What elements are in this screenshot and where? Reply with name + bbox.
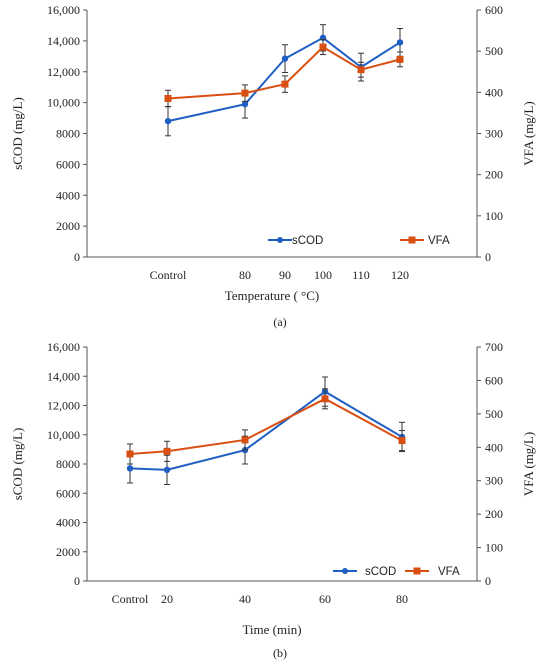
panel-caption: (a) [273,315,286,329]
left-tick-label: 12,000 [47,65,80,79]
left-tick-label: 8000 [56,127,80,141]
data-point [321,395,329,403]
x-tick-label: 20 [161,592,173,606]
x-tick-label: 80 [239,268,251,282]
data-point [164,95,172,103]
data-point [396,55,404,63]
left-tick-label: 12,000 [47,399,80,413]
x-tick-label: Control [150,268,187,282]
left-tick-label: 4000 [56,516,80,530]
left-tick-label: 14,000 [47,34,80,48]
panel-caption: (b) [273,646,287,660]
data-point [126,465,134,472]
right-tick-label: 500 [485,407,503,421]
legend-label-scod: sCOD [365,566,396,578]
left-tick-label: 10,000 [47,428,80,442]
legend-marker-scod [342,568,348,574]
left-tick-label: 6000 [56,157,80,171]
left-tick-label: 16,000 [47,340,80,354]
x-tick-label: 100 [314,268,332,282]
legend-label-scod: sCOD [292,235,323,247]
x-tick-label: 60 [319,592,331,606]
left-tick-label: 8000 [56,457,80,471]
data-point [241,89,249,97]
right-tick-label: 0 [485,250,491,264]
x-tick-label: 80 [396,592,408,606]
legend-marker-vfa [413,567,421,575]
right-tick-label: 600 [485,3,503,17]
left-tick-label: 2000 [56,545,80,559]
data-point [241,436,249,444]
right-tick-label: 300 [485,127,503,141]
x-axis-title: Time (min) [242,622,301,637]
series-vfa [164,39,404,108]
series-line [167,36,401,123]
data-point [163,447,171,455]
left-tick-label: 2000 [56,219,80,233]
legend-label-vfa: VFA [428,235,450,247]
data-point [281,55,289,62]
x-axis-title: Temperature ( °C) [225,288,320,303]
right-tick-label: 200 [485,507,503,521]
left-tick-label: 6000 [56,486,80,500]
x-tick-label: 110 [352,268,370,282]
chart-panel-2: 0200040006000800010,00012,00014,00016,00… [10,340,536,660]
x-tick-label: 90 [279,268,291,282]
right-tick-label: 200 [485,168,503,182]
x-tick-label: 120 [391,268,409,282]
series-line [129,390,403,471]
right-tick-label: 400 [485,440,503,454]
data-point [163,466,171,474]
right-tick-label: 400 [485,85,503,99]
right-tick-label: 0 [485,574,491,588]
left-axis-title: sCOD (mg/L) [10,428,25,501]
series-vfa [126,388,406,465]
x-tick-label: Control [112,592,149,606]
data-point [396,39,404,46]
right-tick-label: 100 [485,209,503,223]
right-tick-label: 600 [485,373,503,387]
right-tick-label: 500 [485,44,503,58]
chart-panel-1: 0200040006000800010,00012,00014,00016,00… [10,3,536,329]
right-tick-label: 300 [485,474,503,488]
left-tick-label: 0 [74,574,80,588]
legend: sCOD VFA [268,235,450,247]
x-tick-label: 40 [239,592,251,606]
left-tick-label: 14,000 [47,369,80,383]
left-tick-label: 16,000 [47,3,80,17]
series-scod [126,376,406,485]
right-tick-label: 700 [485,340,503,354]
right-tick-label: 100 [485,541,503,555]
right-axis-title: VFA (mg/L) [521,101,536,165]
data-point [357,66,365,74]
series-line [129,397,403,455]
data-point [281,80,289,88]
data-point [126,450,134,458]
data-point [241,100,249,108]
left-tick-label: 0 [74,250,80,264]
data-point [319,43,327,51]
data-point [164,117,172,125]
data-point [398,437,406,445]
legend-marker-scod [277,237,283,243]
legend-label-vfa: VFA [438,566,460,578]
left-tick-label: 10,000 [47,96,80,110]
left-axis-title: sCOD (mg/L) [10,97,25,170]
series-line [167,45,401,100]
right-axis-title: VFA (mg/L) [521,432,536,496]
legend-marker-vfa [408,236,416,244]
series-scod [164,24,404,137]
legend: sCOD VFA [333,566,460,578]
left-tick-label: 4000 [56,188,80,202]
